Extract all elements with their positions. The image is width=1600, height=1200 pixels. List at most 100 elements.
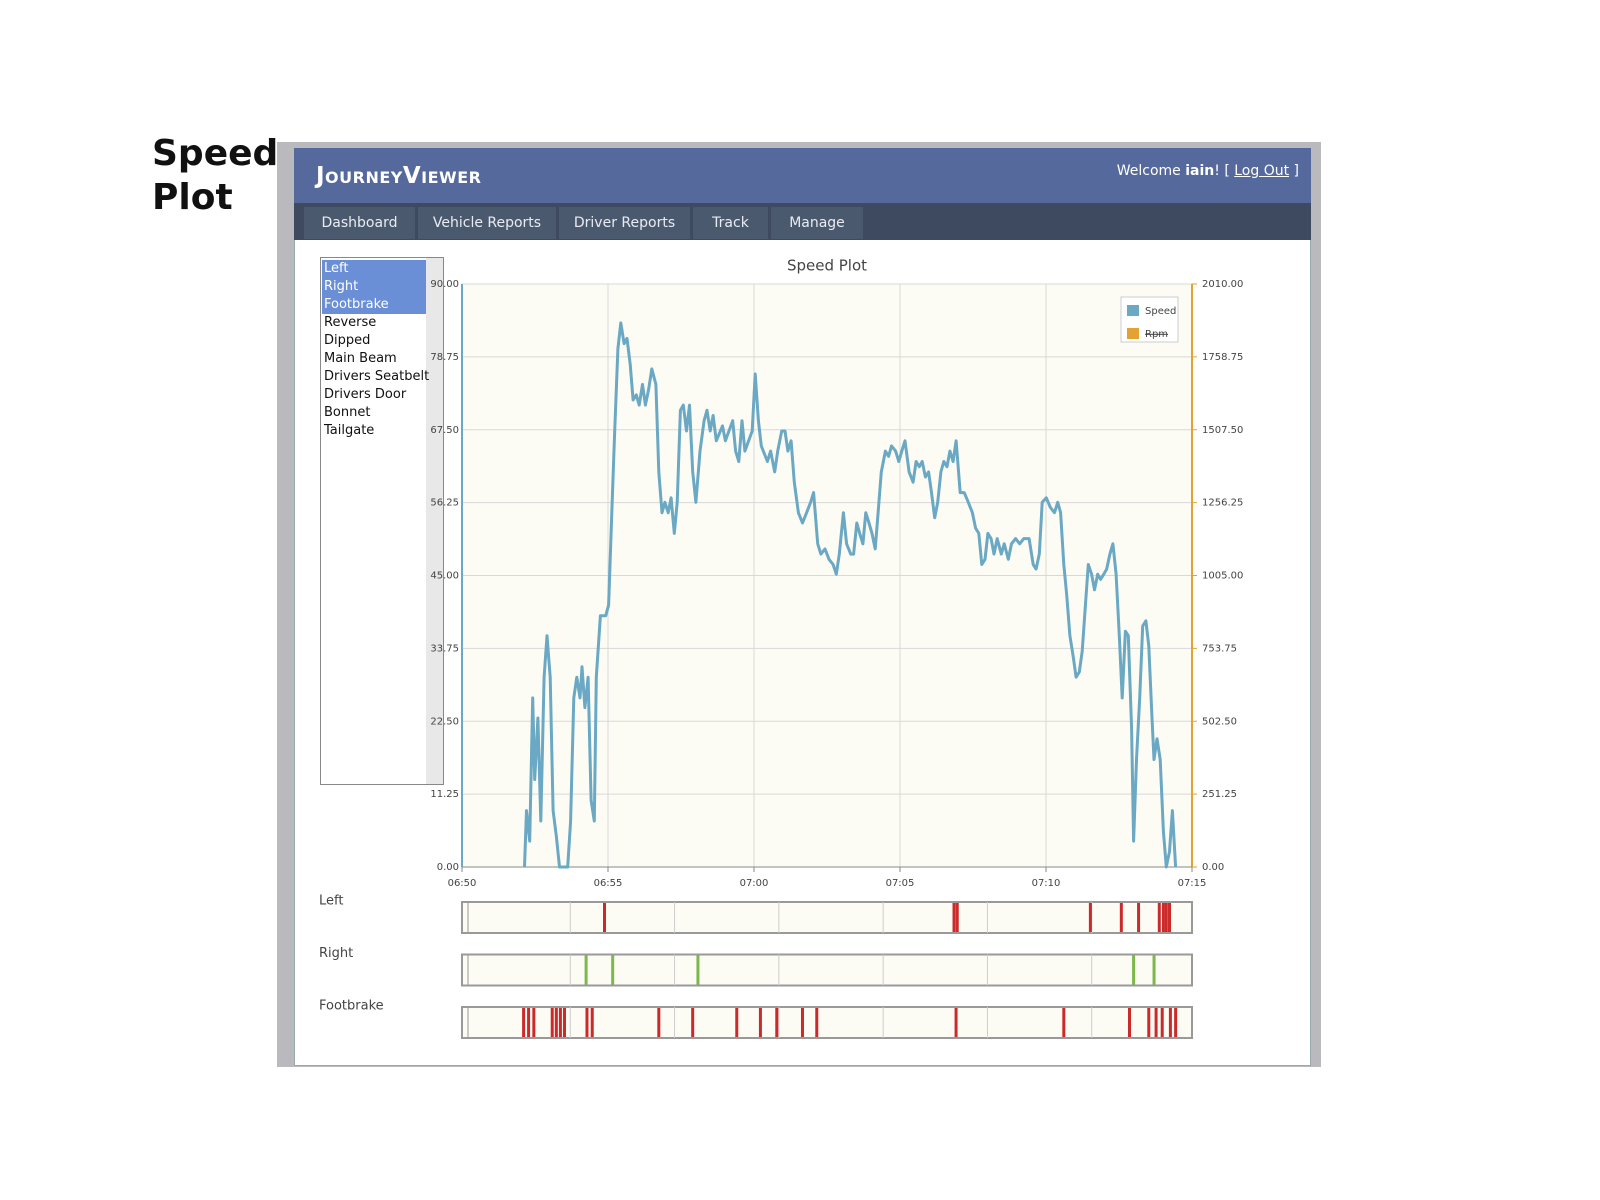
- welcome: Welcome iain! [ Log Out ]: [1117, 163, 1299, 179]
- y-tick-label: 0.00: [437, 862, 459, 873]
- event-mark: [1168, 1008, 1172, 1037]
- logout-link[interactable]: Log Out: [1234, 163, 1290, 179]
- y2-tick-label: 502.50: [1202, 716, 1237, 727]
- event-mark: [562, 1008, 566, 1037]
- scrollbar[interactable]: [426, 258, 443, 784]
- event-mark: [1154, 1008, 1158, 1037]
- event-mark: [1168, 903, 1172, 932]
- y2-tick-label: 251.25: [1202, 789, 1237, 800]
- event-mark: [584, 955, 588, 985]
- y-tick-label: 22.50: [430, 716, 459, 727]
- event-mark: [1128, 1008, 1132, 1037]
- user-name: iain: [1185, 163, 1215, 179]
- signal-option[interactable]: Drivers Seatbelt: [324, 369, 430, 384]
- y2-tick-label: 1005.00: [1202, 571, 1243, 582]
- event-mark: [775, 1008, 779, 1037]
- event-mark: [735, 1008, 739, 1037]
- welcome-text: ]: [1289, 163, 1299, 179]
- y-tick-label: 11.25: [430, 789, 459, 800]
- page-heading: Speed Plot: [152, 133, 279, 218]
- event-mark: [611, 955, 615, 985]
- strip-label: Left: [319, 894, 343, 909]
- event-mark: [1160, 1008, 1164, 1037]
- event-mark: [1164, 903, 1168, 932]
- signal-option[interactable]: Right: [322, 278, 426, 296]
- signal-option[interactable]: Drivers Door: [324, 387, 407, 402]
- y2-tick-label: 1507.50: [1202, 425, 1243, 436]
- event-mark: [554, 1008, 558, 1037]
- event-mark: [1157, 903, 1161, 932]
- nav-tab[interactable]: Driver Reports: [559, 207, 692, 239]
- event-mark: [527, 1008, 531, 1037]
- x-tick-label: 06:50: [448, 878, 477, 889]
- strip-box: [461, 953, 1193, 987]
- event-mark: [558, 1008, 562, 1037]
- app-header: [294, 148, 1311, 203]
- legend-label: Rpm: [1145, 329, 1168, 340]
- chart-title: Speed Plot: [787, 257, 867, 275]
- event-mark: [602, 903, 606, 932]
- y-tick-label: 45.00: [430, 571, 459, 582]
- y2-tick-label: 1256.25: [1202, 498, 1243, 509]
- signal-option[interactable]: Dipped: [324, 333, 371, 348]
- event-mark: [1088, 903, 1092, 932]
- event-mark: [1147, 1008, 1151, 1037]
- y2-tick-label: 1758.75: [1202, 352, 1243, 363]
- y-tick-label: 78.75: [430, 352, 459, 363]
- event-mark: [1174, 1008, 1178, 1037]
- welcome-text: ! [: [1214, 163, 1235, 179]
- event-mark: [1152, 955, 1156, 985]
- welcome-text: Welcome: [1116, 163, 1186, 179]
- legend-label: Speed: [1145, 306, 1176, 317]
- event-mark: [522, 1008, 526, 1037]
- event-mark: [758, 1008, 762, 1037]
- event-mark: [550, 1008, 554, 1037]
- strip-box: [461, 1006, 1193, 1039]
- brand: JourneyViewer: [316, 163, 482, 189]
- signal-option[interactable]: Footbrake: [322, 296, 426, 314]
- x-tick-label: 07:15: [1178, 878, 1207, 889]
- strip-label: Footbrake: [319, 999, 384, 1014]
- event-mark: [590, 1008, 594, 1037]
- signal-option[interactable]: Left: [322, 260, 426, 278]
- y-tick-label: 90.00: [430, 279, 459, 290]
- event-mark: [696, 955, 700, 985]
- event-mark: [952, 903, 956, 932]
- signal-option[interactable]: Bonnet: [324, 405, 371, 420]
- event-mark: [955, 903, 959, 932]
- nav-tab[interactable]: Manage: [771, 207, 865, 239]
- event-mark: [585, 1008, 589, 1037]
- y-tick-label: 67.50: [430, 425, 459, 436]
- event-mark: [1132, 955, 1136, 985]
- event-mark: [1161, 903, 1165, 932]
- nav-tab[interactable]: Dashboard: [304, 207, 417, 239]
- event-mark: [1119, 903, 1123, 932]
- event-mark: [532, 1008, 536, 1037]
- event-mark: [657, 1008, 661, 1037]
- line-series: [523, 321, 1178, 869]
- x-tick-label: 06:55: [594, 878, 623, 889]
- event-mark: [954, 1008, 958, 1037]
- y2-tick-label: 753.75: [1202, 643, 1237, 654]
- x-tick-label: 07:10: [1032, 878, 1061, 889]
- event-mark: [800, 1008, 804, 1037]
- nav-tab[interactable]: Track: [693, 207, 770, 239]
- event-mark: [1062, 1008, 1066, 1037]
- y2-tick-label: 0.00: [1202, 862, 1224, 873]
- x-tick-label: 07:05: [886, 878, 915, 889]
- strip-box: [461, 901, 1193, 934]
- y2-tick-label: 2010.00: [1202, 279, 1243, 290]
- y-tick-label: 56.25: [430, 498, 459, 509]
- signal-listbox[interactable]: [320, 257, 444, 785]
- signal-option[interactable]: Main Beam: [324, 351, 397, 366]
- event-mark: [1137, 903, 1141, 932]
- signal-option[interactable]: Tailgate: [324, 423, 375, 438]
- strip-label: Right: [319, 946, 353, 961]
- legend-swatch: [1127, 328, 1139, 339]
- nav-tab[interactable]: Vehicle Reports: [418, 207, 558, 239]
- signal-option[interactable]: Reverse: [324, 315, 377, 330]
- y-tick-label: 33.75: [430, 643, 459, 654]
- event-mark: [815, 1008, 819, 1037]
